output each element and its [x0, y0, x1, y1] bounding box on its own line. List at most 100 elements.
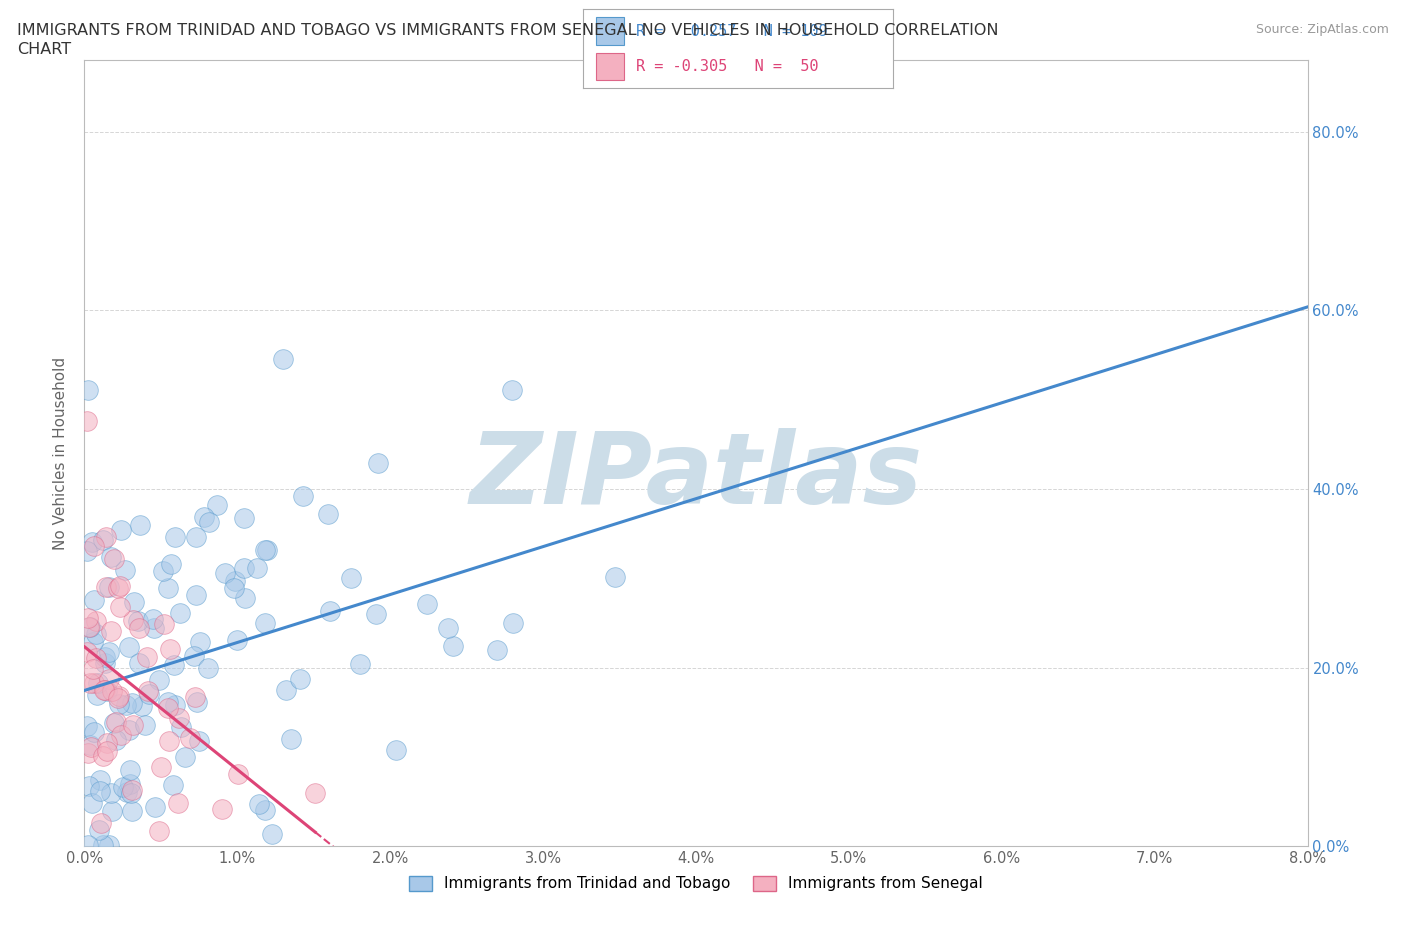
- Point: [100, 623, 122, 638]
- Point: [97, 671, 120, 686]
- Text: IMMIGRANTS FROM TRINIDAD AND TOBAGO VS IMMIGRANTS FROM SENEGAL NO VEHICLES IN HO: IMMIGRANTS FROM TRINIDAD AND TOBAGO VS I…: [17, 23, 998, 38]
- Point: [77, 619, 100, 634]
- Point: [100, 786, 122, 801]
- Point: [84, 650, 107, 665]
- Point: [165, 698, 187, 713]
- Point: [485, 643, 508, 658]
- Point: [207, 498, 229, 512]
- Point: [91, 749, 114, 764]
- Point: [188, 635, 211, 650]
- Point: [183, 649, 205, 664]
- Point: [316, 507, 339, 522]
- Point: [156, 581, 179, 596]
- Point: [96, 735, 118, 750]
- Point: [128, 656, 150, 671]
- Point: [84, 614, 107, 629]
- Point: [76, 544, 98, 559]
- Point: [79, 737, 101, 752]
- Point: [280, 732, 302, 747]
- Point: [226, 766, 249, 781]
- Point: [79, 619, 101, 634]
- Point: [118, 763, 141, 777]
- Point: [197, 514, 219, 529]
- Point: [197, 660, 219, 675]
- Point: [184, 689, 207, 704]
- Bar: [596, 53, 624, 81]
- Point: [96, 684, 118, 698]
- Point: [169, 605, 191, 620]
- Point: [91, 838, 114, 853]
- Point: [100, 804, 122, 818]
- Point: [441, 638, 464, 653]
- Point: [97, 838, 120, 853]
- Point: [84, 627, 107, 642]
- Point: [87, 676, 110, 691]
- Point: [103, 715, 125, 730]
- Text: CHART: CHART: [17, 42, 70, 57]
- Point: [340, 570, 363, 585]
- Point: [80, 535, 103, 550]
- Point: [156, 695, 179, 710]
- Point: [233, 561, 256, 576]
- Point: [385, 743, 408, 758]
- Point: [143, 800, 166, 815]
- Point: [148, 824, 170, 839]
- Point: [76, 644, 98, 659]
- Point: [167, 795, 190, 810]
- Point: [82, 661, 104, 676]
- Point: [80, 739, 103, 754]
- Point: [115, 785, 138, 800]
- Point: [184, 587, 207, 602]
- Point: [110, 523, 132, 538]
- Point: [100, 550, 122, 565]
- Point: [94, 529, 117, 544]
- Point: [162, 777, 184, 792]
- Point: [103, 551, 125, 566]
- Point: [121, 718, 143, 733]
- Point: [94, 656, 117, 671]
- Point: [82, 634, 104, 649]
- Point: [224, 574, 246, 589]
- Point: [174, 750, 197, 764]
- Point: [256, 543, 278, 558]
- Point: [253, 616, 276, 631]
- Point: [76, 413, 98, 428]
- Point: [157, 700, 180, 715]
- Point: [187, 733, 209, 748]
- Point: [94, 649, 117, 664]
- Point: [104, 715, 127, 730]
- Point: [349, 657, 371, 671]
- Point: [121, 612, 143, 627]
- Point: [148, 672, 170, 687]
- Point: [603, 569, 626, 584]
- Point: [83, 538, 105, 553]
- Point: [82, 795, 104, 810]
- Bar: [596, 17, 624, 45]
- Point: [98, 580, 121, 595]
- Point: [290, 671, 312, 686]
- Point: [437, 620, 460, 635]
- Point: [108, 689, 131, 704]
- Point: [115, 698, 138, 712]
- Point: [224, 580, 246, 595]
- Point: [107, 580, 129, 595]
- Point: [247, 796, 270, 811]
- Point: [319, 604, 342, 618]
- Point: [367, 456, 389, 471]
- Point: [364, 606, 387, 621]
- Point: [94, 579, 117, 594]
- Point: [118, 777, 141, 791]
- Point: [235, 591, 257, 605]
- Point: [77, 838, 100, 853]
- Point: [76, 382, 98, 397]
- Point: [167, 711, 190, 725]
- Point: [193, 510, 215, 525]
- Point: [83, 724, 105, 739]
- Point: [159, 642, 181, 657]
- Point: [153, 617, 176, 631]
- Point: [77, 779, 100, 794]
- Point: [110, 727, 132, 742]
- Point: [211, 801, 233, 816]
- Point: [276, 683, 298, 698]
- Point: [142, 620, 165, 635]
